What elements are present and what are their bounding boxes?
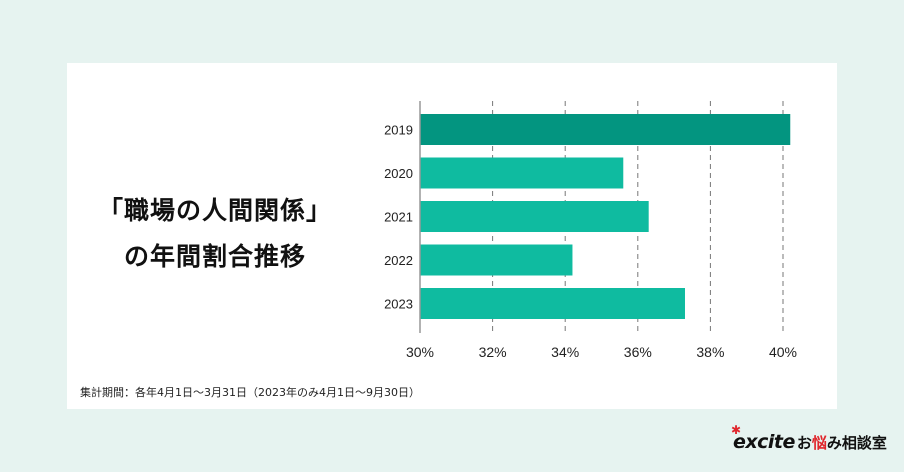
- logo-text-pre: お: [796, 433, 812, 452]
- category-label-2021: 2021: [384, 210, 413, 225]
- collection-period-note: 集計期間：各年4月1日〜3月31日（2023年のみ4月1日〜9月30日）: [80, 386, 420, 399]
- x-tick-label: 34%: [551, 344, 579, 360]
- bar-2019: [420, 114, 791, 145]
- category-label-2020: 2020: [384, 166, 413, 181]
- title-line-1: 「職場の人間関係」: [97, 196, 332, 225]
- bar-2023: [420, 288, 685, 319]
- logo-text-post: み相談室: [826, 433, 887, 452]
- star-icon: ✱: [731, 423, 741, 437]
- excite-logo-mark: ✱ excite: [731, 423, 795, 453]
- bar-2020: [420, 157, 624, 189]
- category-label-2023: 2023: [384, 297, 413, 312]
- logo-mark-text: excite: [733, 431, 795, 453]
- category-label-2019: 2019: [384, 123, 413, 138]
- bar-2022: [420, 244, 573, 276]
- chart-title: 「職場の人間関係」 の年間割合推移: [80, 188, 350, 280]
- x-tick-label: 32%: [479, 344, 507, 360]
- brand-logo: ✱ excite お悩み相談室: [731, 423, 887, 455]
- logo-service-name: お悩み相談室: [797, 432, 887, 453]
- x-tick-label: 38%: [696, 344, 724, 360]
- logo-text-red: 悩: [811, 433, 827, 452]
- bar-2021: [420, 201, 649, 232]
- category-label-2022: 2022: [384, 253, 413, 268]
- x-tick-label: 30%: [406, 344, 434, 360]
- x-tick-label: 36%: [624, 344, 652, 360]
- x-tick-label: 40%: [769, 344, 797, 360]
- title-line-2: の年間割合推移: [123, 242, 306, 271]
